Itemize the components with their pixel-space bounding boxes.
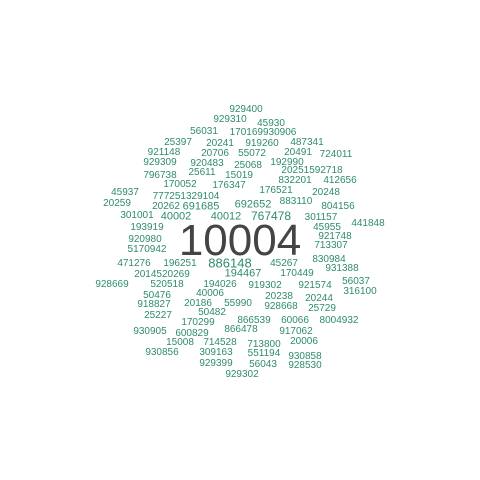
word-cloud-word: 170169930906 — [229, 127, 297, 138]
word-cloud-word: 309163 — [199, 347, 233, 358]
word-cloud-word: 921148 — [147, 147, 181, 158]
word-cloud-word: 724011 — [319, 149, 353, 160]
word-cloud-word: 176521 — [259, 185, 293, 196]
word-cloud-word: 316100 — [343, 286, 377, 297]
word-cloud-word: 930856 — [145, 347, 179, 358]
word-cloud-word: 40006 — [196, 288, 224, 299]
word-cloud-word: 193919 — [130, 222, 164, 233]
word-cloud-word: 45937 — [111, 187, 139, 198]
word-cloud-word: 55990 — [224, 298, 252, 309]
word-cloud-word: 10004 — [178, 216, 302, 265]
word-cloud-word: 192990 — [270, 157, 304, 168]
word-cloud-word: 25068 — [234, 160, 262, 171]
word-cloud-word: 2014520269 — [134, 269, 190, 280]
word-cloud-word: 832201 — [278, 175, 312, 186]
word-cloud-word: 918827 — [137, 299, 171, 310]
word-cloud-word: 194026 — [203, 279, 237, 290]
word-cloud-word: 929302 — [225, 369, 259, 380]
word-cloud-word: 170449 — [280, 268, 314, 279]
word-cloud-word: 921748 — [318, 231, 352, 242]
word-cloud-word: 40002 — [160, 210, 192, 223]
word-cloud-word: 45930 — [257, 118, 285, 129]
word-cloud-word: 8004932 — [319, 315, 359, 326]
word-cloud-word: 920980 — [128, 234, 162, 245]
word-cloud-word: 928530 — [288, 360, 322, 371]
word-cloud-word: 20706 — [201, 148, 229, 159]
word-cloud-word: 40012 — [210, 210, 242, 223]
word-cloud-word: 930905 — [133, 326, 167, 337]
word-cloud-word: 56031 — [190, 126, 218, 137]
word-cloud-word: 866539 — [237, 315, 271, 326]
word-cloud-word: 301157 — [304, 212, 338, 223]
word-cloud-word: 929399 — [199, 358, 233, 369]
word-cloud-word: 20248 — [312, 187, 340, 198]
word-cloud-word: 487341 — [290, 137, 324, 148]
word-cloud-word: 170052 — [163, 179, 197, 190]
word-cloud-word: 25611 — [188, 167, 216, 178]
word-cloud-word: 56037 — [342, 276, 370, 287]
word-cloud-word: 50482 — [198, 307, 226, 318]
word-cloud-word: 520518 — [150, 279, 184, 290]
word-cloud-word: 56043 — [249, 359, 277, 370]
word-cloud-word: 692652 — [234, 198, 272, 211]
word-cloud-word: 441848 — [351, 218, 385, 229]
word-cloud-word: 20259 — [103, 198, 131, 209]
word-cloud-word: 20491 — [284, 147, 312, 158]
word-cloud-word: 15008 — [166, 337, 194, 348]
word-cloud-word: 551194 — [247, 348, 281, 359]
word-cloud-word: 928669 — [95, 279, 129, 290]
word-cloud-word: 412656 — [323, 175, 357, 186]
word-cloud-word: 931388 — [325, 263, 359, 274]
word-cloud-word: 886148 — [208, 255, 252, 271]
word-cloud-word: 194467 — [224, 267, 262, 280]
word-cloud-word: 20006 — [290, 336, 318, 347]
word-cloud-word: 929310 — [213, 114, 247, 125]
word-cloud-word: 170299 — [181, 317, 215, 328]
word-cloud-word: 60066 — [281, 315, 309, 326]
word-cloud-word: 928668 — [264, 301, 298, 312]
word-cloud-word: 20251592718 — [281, 165, 343, 176]
word-cloud-word: 600829 — [175, 328, 209, 339]
word-cloud-word: 15019 — [225, 170, 253, 181]
word-cloud-word: 45267 — [270, 258, 298, 269]
word-cloud-word: 921574 — [298, 280, 332, 291]
word-cloud-word: 20262 — [152, 201, 180, 212]
word-cloud-word: 55072 — [238, 148, 266, 159]
word-cloud-word: 20238 — [265, 291, 293, 302]
word-cloud-word: 804156 — [321, 201, 355, 212]
word-cloud-word: 830984 — [312, 254, 346, 265]
word-cloud-word: 25227 — [144, 310, 172, 321]
word-cloud-word: 50476 — [143, 290, 171, 301]
word-cloud-word: 714528 — [203, 337, 237, 348]
word-cloud-word: 713800 — [247, 339, 281, 350]
word-cloud-word: 45955 — [313, 222, 341, 233]
word-cloud-word: 796738 — [143, 170, 177, 181]
word-cloud-word: 930858 — [288, 351, 322, 362]
word-cloud-word: 713307 — [314, 240, 348, 251]
word-cloud-word: 20186 — [184, 298, 212, 309]
word-cloud-word: 929309 — [143, 157, 177, 168]
word-cloud-word: 301001 — [120, 210, 154, 221]
word-cloud-word: 917062 — [279, 326, 313, 337]
word-cloud-word: 777251329104 — [152, 191, 220, 202]
word-cloud-word: 883110 — [279, 196, 313, 207]
word-cloud-word: 20241 — [206, 138, 234, 149]
word-cloud-word: 176347 — [212, 180, 246, 191]
word-cloud-word: 929400 — [229, 104, 263, 115]
word-cloud-word: 5170942 — [127, 244, 167, 255]
word-cloud-word: 196251 — [163, 258, 197, 269]
word-cloud-word: 471276 — [117, 258, 151, 269]
word-cloud-word: 20244 — [305, 293, 333, 304]
word-cloud-word: 866478 — [224, 324, 258, 335]
word-cloud-word: 767478 — [250, 209, 292, 223]
word-cloud-word: 691685 — [182, 200, 220, 213]
word-cloud-word: 25729 — [308, 303, 336, 314]
word-cloud-word: 919260 — [245, 138, 279, 149]
word-cloud-word: 920483 — [190, 158, 224, 169]
word-cloud-word: 25397 — [164, 137, 192, 148]
word-cloud-word: 919302 — [248, 280, 282, 291]
